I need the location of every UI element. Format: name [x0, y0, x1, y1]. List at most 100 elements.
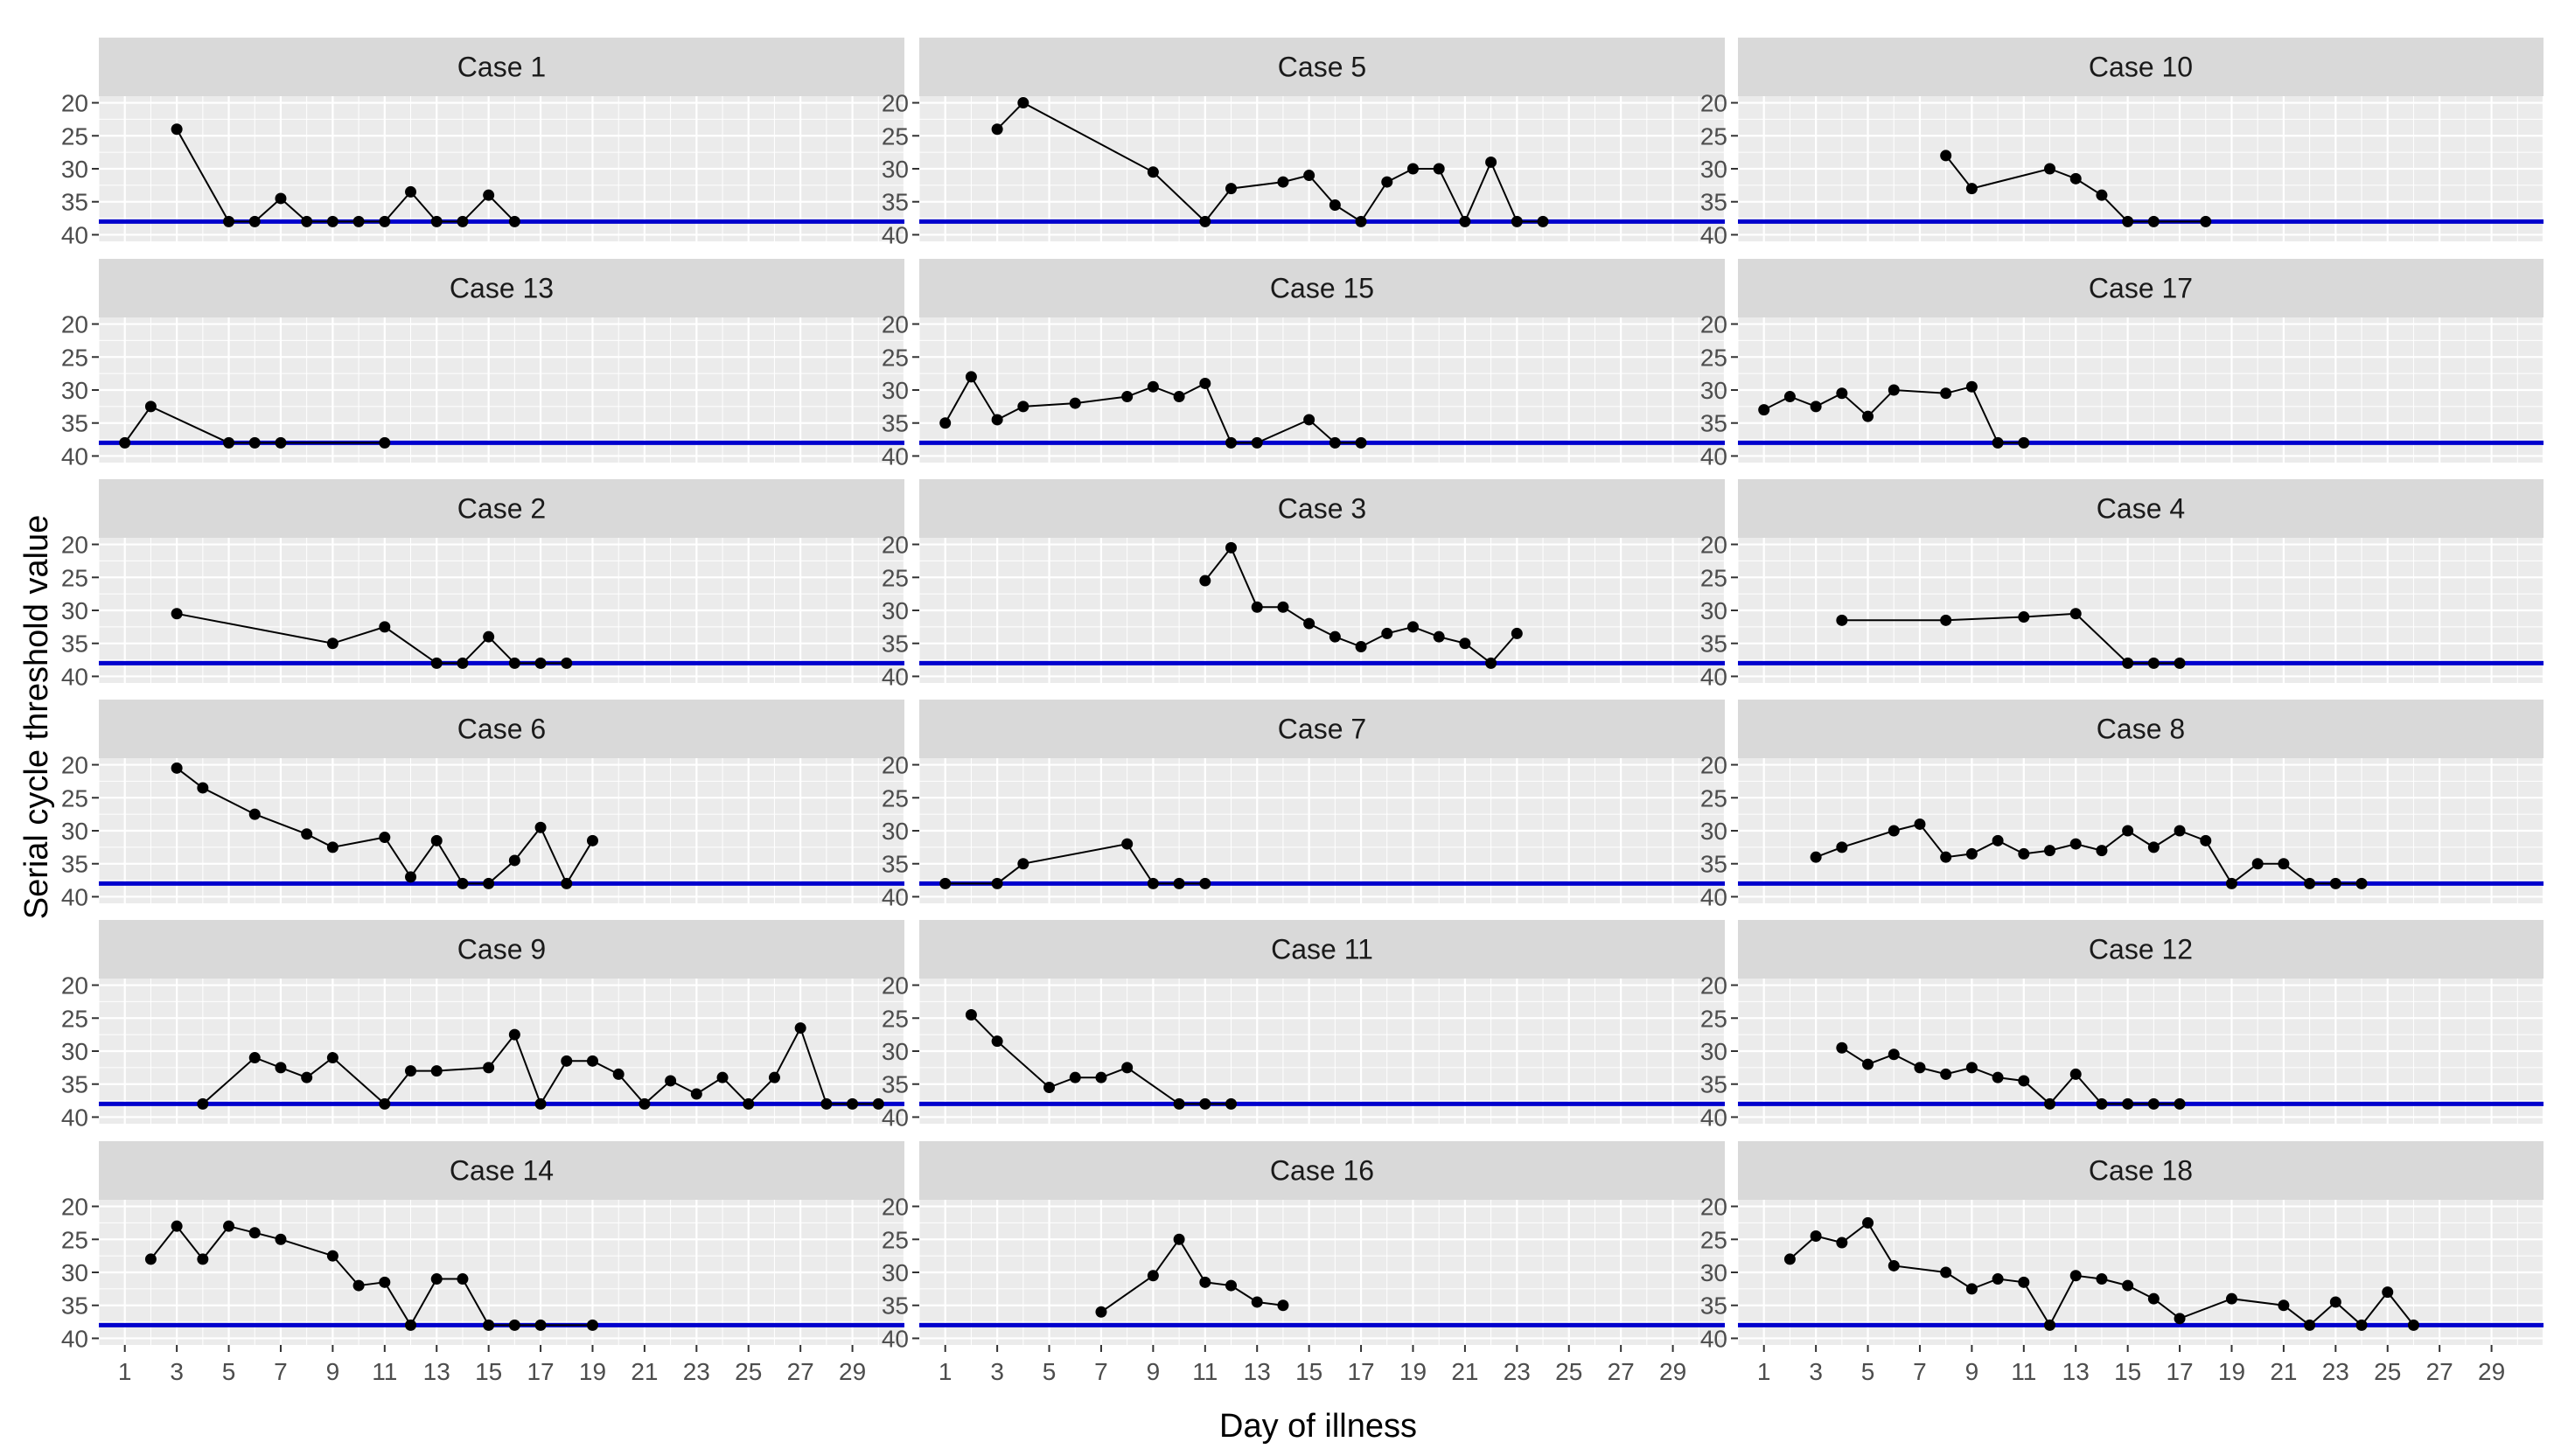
y-tick-label: 30: [61, 1259, 88, 1286]
data-point: [1783, 391, 1796, 403]
y-tick-label: 35: [1700, 630, 1727, 658]
data-point: [352, 215, 365, 227]
data-point: [1199, 575, 1211, 587]
data-point: [301, 1071, 313, 1083]
panel-case: Case 9 20 25 30 35 40: [61, 920, 906, 1131]
data-point: [1173, 877, 1185, 889]
data-point: [171, 123, 183, 136]
data-point: [768, 1071, 780, 1083]
data-point: [2069, 838, 2082, 850]
x-tick-label: 13: [2062, 1358, 2090, 1385]
y-tick-label: 30: [1700, 156, 1727, 183]
data-point: [275, 1233, 287, 1245]
x-tick-label: 5: [222, 1358, 236, 1385]
data-point: [1862, 1058, 1874, 1070]
y-tick-label: 30: [1700, 1038, 1727, 1065]
data-point: [1069, 397, 1081, 409]
data-point: [405, 185, 417, 198]
x-tick-label: 7: [1913, 1358, 1927, 1385]
data-point: [405, 871, 417, 883]
data-point: [1914, 1062, 1926, 1074]
data-point: [197, 1097, 209, 1110]
data-point: [1965, 1062, 1978, 1074]
y-tick-label: 20: [882, 532, 909, 559]
y-tick-label: 25: [61, 122, 88, 150]
y-tick-label: 25: [882, 784, 909, 812]
panel-case: Case 7 20 25 30 35 40: [882, 700, 1727, 910]
data-point: [2096, 1097, 2108, 1110]
data-point: [1173, 391, 1185, 403]
y-tick-label: 30: [1700, 377, 1727, 404]
x-tick-label: 3: [990, 1358, 1004, 1385]
data-point: [1251, 436, 1263, 449]
x-tick-label: 5: [1043, 1358, 1057, 1385]
data-point: [939, 417, 952, 429]
y-tick-label: 25: [1700, 122, 1727, 150]
data-point: [586, 1055, 598, 1067]
data-point: [1277, 1299, 1289, 1312]
x-tick-label: 27: [2426, 1358, 2453, 1385]
panel-title: Case 9: [457, 934, 546, 965]
panel-case: Case 6 20 25 30 35 40: [61, 700, 906, 910]
y-tick-label: 20: [1700, 90, 1727, 117]
y-tick-label: 30: [61, 597, 88, 624]
data-point: [1017, 858, 1029, 870]
data-point: [1355, 641, 1367, 652]
y-tick-label: 20: [882, 90, 909, 117]
panel-title: Case 5: [1278, 52, 1366, 83]
data-point: [1147, 877, 1159, 889]
data-point: [508, 1028, 520, 1041]
data-point: [2044, 845, 2056, 857]
data-point: [2018, 611, 2030, 624]
data-point: [119, 436, 131, 449]
panel-strip: [919, 920, 1725, 979]
x-tick-label: 19: [579, 1358, 606, 1385]
x-tick-label: 11: [2011, 1358, 2036, 1385]
data-point: [1199, 377, 1211, 389]
data-point: [2096, 1273, 2108, 1285]
x-tick-label: 9: [326, 1358, 340, 1385]
data-point: [639, 1097, 651, 1110]
data-point: [1758, 404, 1770, 416]
data-point: [939, 877, 952, 889]
y-tick-label: 40: [1700, 221, 1727, 248]
data-point: [457, 877, 469, 889]
panel-strip: [919, 1141, 1725, 1200]
data-point: [1095, 1306, 1107, 1318]
data-point: [1381, 176, 1393, 188]
data-point: [171, 762, 183, 774]
panel-strip: [1738, 1141, 2544, 1200]
panel-strip: [99, 920, 904, 979]
data-point: [508, 1319, 520, 1331]
data-point: [1147, 1270, 1159, 1282]
data-point: [2174, 657, 2186, 669]
data-point: [1355, 215, 1367, 227]
panel-case: Case 10 20 25 30 35 40: [1700, 38, 2545, 248]
data-point: [2122, 215, 2134, 227]
data-point: [508, 854, 520, 867]
data-point: [1251, 601, 1263, 613]
y-tick-label: 40: [882, 221, 909, 248]
data-point: [144, 1253, 157, 1265]
data-point: [430, 1065, 443, 1077]
data-point: [1121, 838, 1134, 850]
data-point: [1406, 163, 1419, 175]
y-tick-label: 40: [1700, 442, 1727, 470]
data-point: [430, 834, 443, 846]
y-tick-label: 20: [61, 532, 88, 559]
y-tick-label: 30: [1700, 818, 1727, 845]
data-point: [2251, 858, 2264, 870]
y-tick-label: 35: [882, 189, 909, 216]
y-tick-label: 40: [882, 1104, 909, 1131]
panel-strip: [919, 259, 1725, 317]
data-point: [483, 877, 495, 889]
data-point: [1965, 847, 1978, 860]
data-point: [2044, 163, 2056, 175]
panel-case: Case 1 20 25 30 35 40: [61, 38, 906, 248]
y-tick-label: 20: [1700, 532, 1727, 559]
x-tick-label: 13: [1244, 1358, 1271, 1385]
data-point: [2200, 834, 2212, 846]
data-point: [1173, 1233, 1185, 1245]
panel-title: Case 6: [457, 714, 546, 745]
data-point: [2200, 215, 2212, 227]
